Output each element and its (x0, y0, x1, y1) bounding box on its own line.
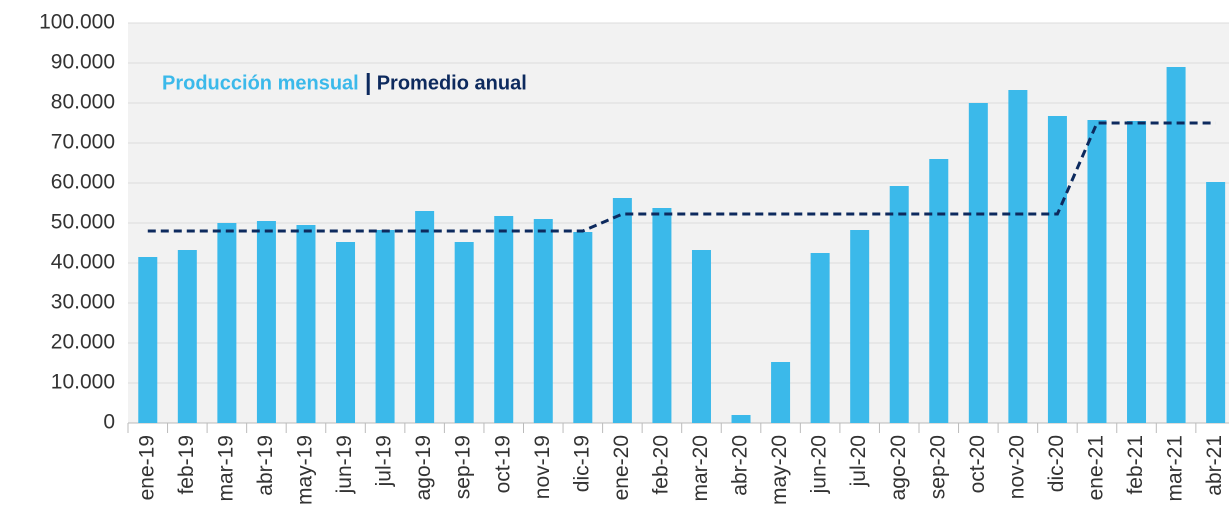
x-tick-label: mar-21 (1164, 435, 1187, 502)
y-tick-label: 90.000 (51, 51, 115, 74)
y-tick-label: 40.000 (51, 251, 115, 274)
bar (256, 221, 276, 423)
bar (731, 415, 751, 423)
legend-bar: Producción mensual (162, 72, 359, 94)
y-tick-label: 0 (103, 411, 115, 434)
x-tick-label: nov-19 (531, 435, 554, 499)
bar (771, 362, 791, 423)
bar (810, 253, 830, 423)
x-tick-label: jun-20 (808, 435, 831, 494)
bar (533, 219, 553, 423)
bar (929, 159, 949, 423)
x-tick-label: feb-20 (649, 435, 672, 495)
y-tick-label: 10.000 (51, 371, 115, 394)
x-tick-label: may-19 (294, 435, 317, 505)
x-tick-label: mar-19 (214, 435, 237, 502)
x-tick-label: oct-19 (491, 435, 514, 493)
x-tick-label: ene-21 (1085, 435, 1108, 500)
x-tick-label: jul-20 (847, 435, 870, 487)
bar (612, 198, 632, 423)
y-tick-label: 70.000 (51, 131, 115, 154)
x-tick-label: ene-19 (135, 435, 158, 500)
bar (177, 250, 197, 423)
bar (138, 257, 158, 423)
x-tick-label: oct-20 (966, 435, 989, 493)
average-line (147, 121, 1216, 233)
x-tick-label: sep-20 (926, 435, 949, 499)
bar (375, 230, 395, 423)
bar (296, 225, 316, 423)
y-tick-label: 60.000 (51, 171, 115, 194)
x-tick-label: nov-20 (1005, 435, 1028, 499)
legend-line: Promedio anual (377, 72, 527, 94)
x-tick-label: abr-21 (1203, 435, 1226, 496)
x-tick-label: abr-19 (254, 435, 277, 496)
bar (968, 103, 988, 423)
bar (1166, 67, 1186, 423)
bar (691, 250, 711, 423)
y-tick-label: 20.000 (51, 331, 115, 354)
bar (336, 242, 356, 423)
legend-separator (366, 73, 370, 95)
x-tick-label: abr-20 (729, 435, 752, 496)
y-tick-label: 30.000 (51, 291, 115, 314)
y-tick-label: 80.000 (51, 91, 115, 114)
bar (454, 242, 474, 423)
x-tick-label: feb-19 (175, 435, 198, 495)
bar (889, 186, 909, 423)
bar (217, 223, 237, 423)
bar (850, 230, 870, 423)
x-tick-label: ene-20 (610, 435, 633, 500)
bar (1206, 182, 1226, 423)
y-tick-label: 50.000 (51, 211, 115, 234)
x-tick-label: jun-19 (333, 435, 356, 494)
x-tick-label: jul-19 (373, 435, 396, 487)
x-tick-label: sep-19 (452, 435, 475, 499)
x-tick-label: dic-20 (1045, 435, 1068, 492)
x-tick-label: ago-20 (887, 435, 910, 500)
x-tick-label: mar-20 (689, 435, 712, 502)
x-tick-label: may-20 (768, 435, 791, 505)
bar (652, 208, 672, 423)
bar (494, 216, 514, 423)
x-tick-label: dic-19 (570, 435, 593, 492)
bar (573, 232, 593, 423)
bar (1008, 90, 1028, 423)
bar (1127, 121, 1147, 423)
bar (415, 211, 435, 423)
bar (1047, 116, 1067, 423)
bar (1087, 120, 1107, 423)
x-tick-label: feb-21 (1124, 435, 1147, 495)
y-tick-label: 100.000 (39, 11, 115, 34)
x-tick-label: ago-19 (412, 435, 435, 500)
